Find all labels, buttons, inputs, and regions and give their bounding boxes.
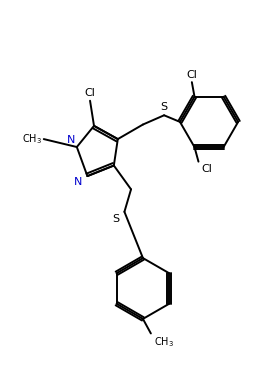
Text: N: N bbox=[74, 177, 82, 187]
Text: S: S bbox=[161, 102, 168, 112]
Text: Cl: Cl bbox=[186, 70, 197, 79]
Text: Cl: Cl bbox=[85, 88, 96, 98]
Text: Cl: Cl bbox=[201, 164, 212, 174]
Text: CH$_3$: CH$_3$ bbox=[22, 132, 42, 146]
Text: CH$_3$: CH$_3$ bbox=[154, 335, 174, 349]
Text: N: N bbox=[67, 135, 76, 145]
Text: S: S bbox=[113, 214, 120, 224]
